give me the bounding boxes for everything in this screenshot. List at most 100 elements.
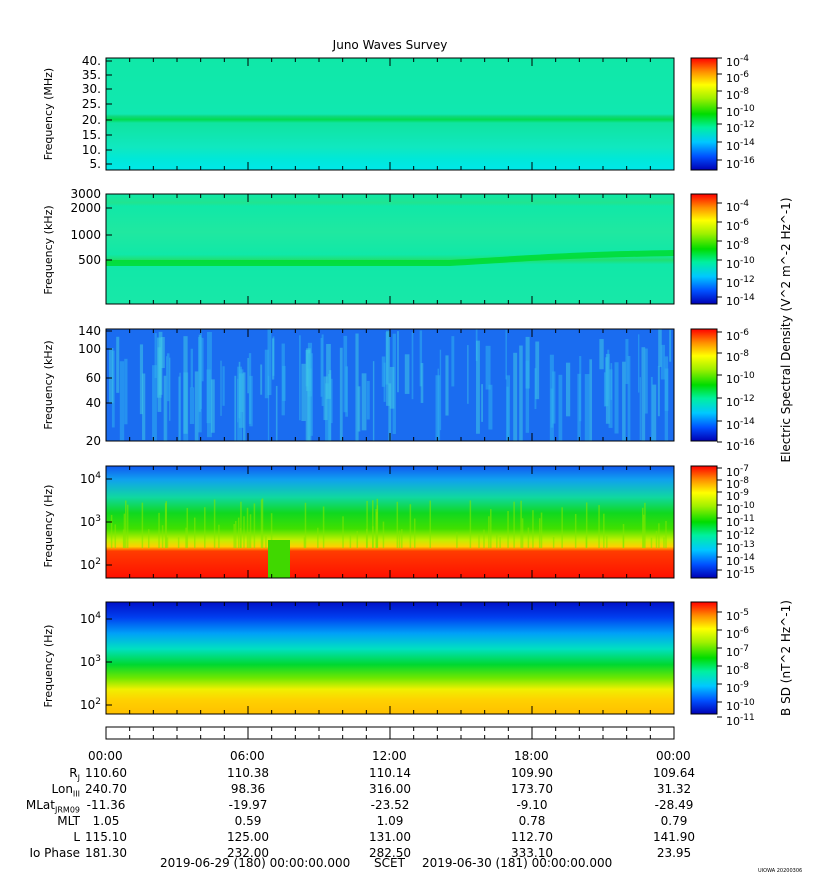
panel-4-spike [490,509,492,548]
panel-4-spike [148,529,150,548]
panel-4-spike [177,537,180,548]
y-tick-label: 35. [82,68,101,82]
panel-4-spike [125,500,127,548]
panel-4-spike [382,521,385,548]
panel-4-spike [598,505,600,548]
panel-3-streak [519,345,523,441]
panel-4-spike [658,523,660,548]
time-row-value: -28.49 [654,798,694,812]
y-tick-label: 103 [80,514,101,529]
footer-start-time: 2019-06-29 (180) 00:00:00.000 [160,856,351,870]
panel-3-streak [419,330,423,387]
panel-3-streak [166,356,168,441]
panel-3-streak [669,329,672,362]
panel-4-spike [235,520,237,548]
panel-4-spike [650,537,653,548]
panel-4-spike [622,524,625,548]
panel-4-spike [126,504,129,548]
panel-3-streak [638,334,640,393]
panel-2-spectrogram [106,194,674,304]
panel-3-streak [160,337,165,369]
panel-3-streak [641,347,646,441]
panel-3-streak [116,336,120,393]
time-row-value: 0.78 [518,814,546,828]
panel-3-streak [275,385,278,441]
panel-3-streak [467,345,469,404]
panel-4-spike [356,530,359,548]
panel-4-spike [194,517,196,548]
panel-4-spike [265,536,267,548]
panel-3-streaks [109,329,672,441]
y-tick-label: 104 [80,611,101,626]
panel-4-spike [585,536,588,548]
panel-4-spike [532,510,534,548]
time-row-value: 333.10 [511,846,553,860]
time-tick-label: 00:00 [88,749,123,763]
panel-3-streak [323,376,328,421]
panel-4-spike [527,527,530,548]
panel-3-streak [260,364,263,395]
panel-3-streak [435,375,441,441]
time-row-label: MLatJRM09 [25,798,80,815]
panel-3-streak [589,359,593,441]
panel-3-streak [535,341,540,400]
panel-3-streak [639,377,641,441]
panel-3-streak [366,380,370,420]
panel-3-streak [627,355,631,441]
panel-3-streak [321,334,324,406]
panel-4-spikes [110,498,667,548]
time-row-value: 131.00 [369,830,411,844]
y-tick-label: 25. [82,97,101,111]
panel-3-streak [190,348,193,388]
panel-4-spike [429,500,431,548]
panel-4-gap [268,540,290,578]
colorbar-tick-label: 10-10 [726,104,755,119]
panel-3-streak [320,337,323,397]
colorbar-tick-label: 10-8 [726,87,749,102]
time-tick-label: 00:00 [656,749,691,763]
y-tick-label: 102 [80,697,101,712]
panel-4-spike [456,532,458,548]
time-row-value: -9.10 [516,798,548,812]
panel-3-streak [388,383,392,441]
panel-3-streak [299,335,301,421]
colorbar-tick-label: 10-12 [726,527,755,542]
panel-3-streak [558,374,563,441]
time-row-value: 110.38 [227,766,269,780]
panel-4-spike [166,537,169,548]
panel-3-streak [272,338,275,380]
colorbar-tick-label: 10-10 [726,371,755,386]
panel-3: 140 100 60 40 20 Frequency (kHz) [42,324,675,448]
panel-4-spike [641,507,644,548]
panel-4-spike [304,502,307,548]
y-tick-label: 10. [82,143,101,157]
y-tick-label: 104 [80,471,101,486]
panel-4-spike [574,513,577,548]
time-row-value: 115.10 [85,830,127,844]
panel-3-streak [242,372,246,441]
colorbar-tick-label: 10-16 [726,156,755,171]
panel-4-spike [520,500,522,548]
panel-4-spike [218,524,220,548]
colorbar-tick-label: 10-10 [726,698,755,713]
y-tick-label: 102 [80,557,101,572]
panel-3-streak [189,387,195,424]
panel-4-spike [376,505,379,548]
y-tick-label: 140 [78,324,101,338]
colorbar-tick-label: 10-10 [726,501,755,516]
colorbar-tick-label: 10-6 [726,218,749,233]
panel-3-streak [445,355,449,416]
panel-3-streak [481,384,484,422]
y-tick-label: 3000 [70,187,101,201]
panel-3-streak [660,344,665,380]
panel-4-spike [185,527,187,548]
panel-4-spike [237,517,240,548]
panel-4-spike [469,500,472,548]
panel-3-streak [488,384,493,430]
panel-3-streak [625,339,629,384]
panel-3-streak [650,376,653,441]
time-row-value: 125.00 [227,830,269,844]
panel-3-streak [198,337,202,433]
footer-scet: SCET [374,856,405,870]
